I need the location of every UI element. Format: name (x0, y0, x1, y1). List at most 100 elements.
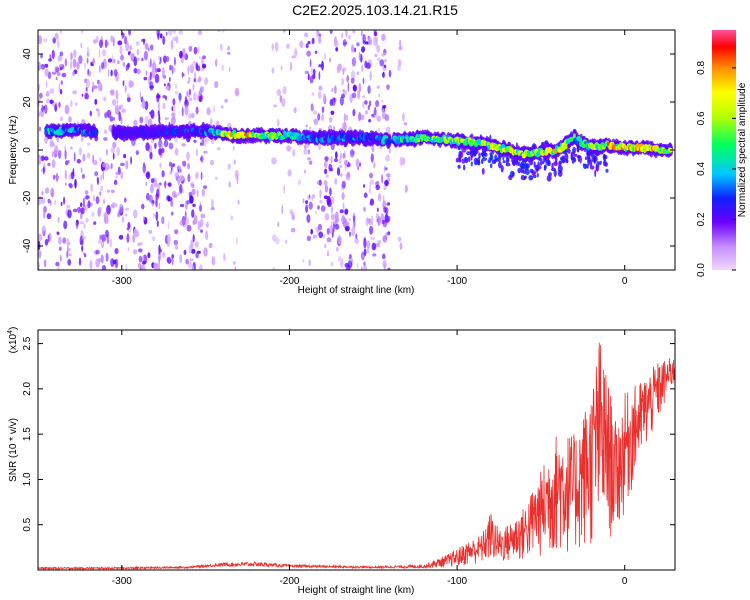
noise-speckle (547, 160, 551, 167)
noise-speckle (171, 112, 176, 118)
noise-speckle (104, 129, 108, 135)
noise-speckle (49, 88, 55, 94)
noise-speckle (162, 102, 166, 110)
noise-speckle (73, 49, 77, 58)
noise-speckle (129, 52, 133, 58)
noise-speckle (333, 97, 336, 102)
noise-speckle (43, 207, 46, 214)
noise-speckle (477, 160, 481, 166)
noise-speckle (376, 115, 382, 122)
noise-speckle (120, 171, 124, 180)
noise-speckle (181, 160, 187, 166)
noise-speckle (179, 220, 184, 226)
noise-speckle (80, 42, 83, 49)
noise-speckle (38, 195, 43, 205)
noise-speckle (80, 207, 85, 215)
noise-speckle (145, 181, 148, 186)
noise-speckle (341, 122, 347, 132)
noise-speckle (38, 155, 42, 165)
noise-speckle (382, 105, 387, 109)
noise-speckle (310, 228, 314, 235)
noise-speckle (223, 253, 226, 262)
noise-speckle (327, 252, 329, 257)
noise-speckle (132, 249, 138, 255)
noise-speckle (159, 248, 162, 253)
noise-speckle (143, 38, 145, 45)
noise-speckle (141, 57, 144, 62)
noise-speckle (323, 96, 326, 103)
noise-speckle (200, 67, 205, 72)
noise-speckle (170, 162, 173, 172)
noise-speckle (334, 85, 337, 94)
noise-speckle (114, 248, 119, 255)
noise-speckle (399, 39, 402, 48)
noise-speckle (182, 48, 186, 58)
noise-speckle (184, 210, 187, 220)
noise-speckle (311, 37, 315, 45)
noise-speckle (382, 260, 387, 268)
noise-speckle (528, 175, 534, 181)
noise-speckle (350, 77, 355, 84)
noise-speckle (323, 180, 328, 186)
noise-speckle (277, 221, 280, 228)
noise-speckle (199, 56, 201, 60)
noise-speckle (124, 85, 127, 93)
noise-speckle (363, 265, 367, 270)
y-tick-label: 40 (22, 48, 33, 60)
noise-speckle (54, 66, 60, 73)
noise-speckle (129, 45, 133, 51)
noise-speckle (330, 205, 334, 214)
noise-speckle (67, 253, 72, 257)
noise-speckle (165, 56, 170, 62)
noise-speckle (482, 157, 488, 162)
noise-speckle (132, 234, 136, 243)
noise-speckle (297, 179, 301, 186)
noise-speckle (224, 98, 229, 103)
noise-speckle (195, 148, 199, 157)
noise-speckle (318, 35, 322, 44)
noise-speckle (59, 88, 63, 95)
noise-speckle (284, 239, 288, 244)
noise-speckle (293, 107, 297, 114)
noise-speckle (353, 47, 357, 53)
noise-speckle (174, 172, 179, 178)
noise-speckle (340, 173, 343, 177)
noise-speckle (375, 184, 381, 191)
noise-speckle (61, 72, 67, 78)
noise-speckle (113, 37, 115, 47)
noise-speckle (339, 96, 344, 106)
noise-speckle (116, 97, 119, 105)
noise-speckle (371, 145, 375, 153)
noise-speckle (498, 161, 502, 169)
noise-speckle (47, 162, 51, 167)
noise-speckle (56, 231, 60, 235)
noise-speckle (90, 183, 94, 193)
noise-speckle (159, 61, 161, 65)
noise-speckle (41, 191, 44, 196)
noise-speckle (384, 114, 390, 122)
noise-speckle (491, 159, 496, 165)
noise-speckle (193, 139, 197, 143)
noise-speckle (43, 166, 45, 175)
noise-speckle (188, 112, 192, 119)
noise-speckle (150, 109, 155, 119)
noise-speckle (190, 181, 194, 187)
noise-speckle (382, 253, 386, 260)
noise-speckle (157, 32, 160, 40)
noise-speckle (520, 166, 524, 174)
noise-speckle (307, 41, 311, 45)
noise-speckle (382, 71, 385, 78)
noise-speckle (119, 45, 123, 55)
noise-speckle (112, 203, 118, 208)
noise-speckle (120, 54, 124, 61)
noise-speckle (221, 64, 225, 72)
noise-speckle (336, 246, 339, 252)
noise-speckle (338, 158, 342, 165)
noise-speckle (76, 61, 80, 70)
noise-speckle (188, 45, 193, 52)
noise-speckle (93, 39, 97, 44)
noise-speckle (153, 213, 155, 218)
noise-speckle (232, 145, 235, 152)
noise-speckle (70, 146, 73, 150)
noise-speckle (110, 147, 116, 154)
